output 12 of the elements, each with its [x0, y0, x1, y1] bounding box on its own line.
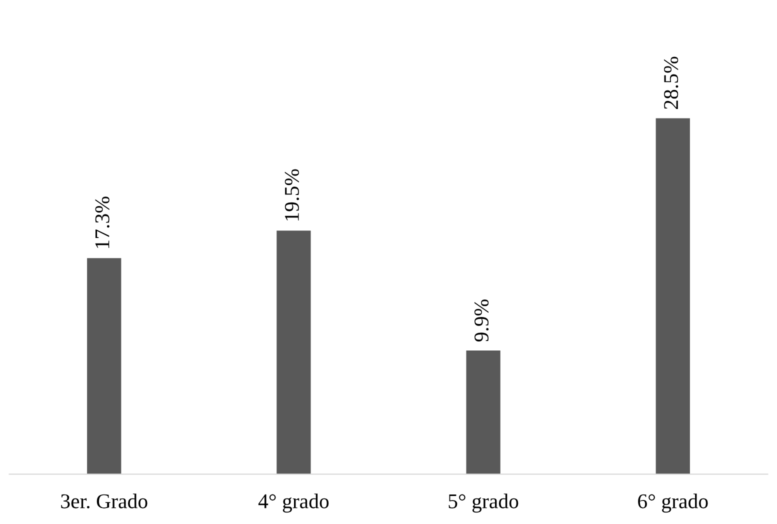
data-label: 19.5% [284, 169, 300, 220]
data-label: 28.5% [664, 56, 678, 109]
bar [466, 350, 500, 474]
bar [276, 230, 311, 474]
bar [87, 258, 122, 474]
x-tick-label: 5° grado [448, 494, 518, 513]
x-tick-label: 3er. Grado [61, 494, 148, 508]
bar [656, 118, 690, 474]
x-tick-label: 6° grado [638, 494, 708, 513]
data-label: 17.3% [95, 196, 110, 248]
data-label: 9.9% [474, 300, 489, 342]
x-tick-label: 4° grado [258, 494, 329, 513]
